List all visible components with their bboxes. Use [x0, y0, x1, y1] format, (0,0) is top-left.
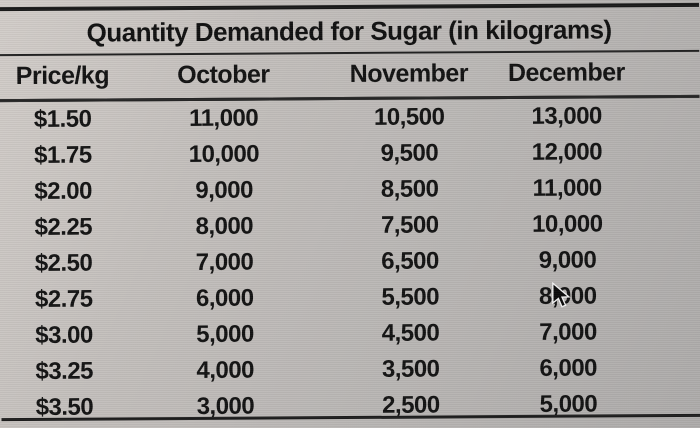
table-row: $3.25 4,000 3,500 6,000	[1, 350, 700, 390]
price-cell: $1.75	[34, 141, 92, 169]
demand-table: Price/kg October November December $1.50 11,…	[0, 51, 700, 426]
quantity-cell: 12,000	[531, 138, 603, 166]
quantity-cell: 10,500	[373, 103, 445, 131]
quantity-cell: 11,000	[189, 104, 259, 132]
quantity-cell: 5,000	[196, 320, 254, 348]
quantity-cell: 9,500	[380, 139, 439, 167]
quantity-cell: 8,000	[538, 282, 597, 310]
price-cell: $3.25	[35, 357, 94, 385]
table-row: $2.25 8,000 7,500 10,000	[0, 206, 700, 246]
column-header-december: December	[496, 52, 637, 98]
price-cell: $2.50	[34, 249, 93, 277]
quantity-cell: 6,000	[195, 284, 254, 312]
quantity-cell: 9,000	[538, 246, 597, 274]
table-header-row: Price/kg October November December	[0, 51, 700, 101]
quantity-cell: 4,500	[381, 319, 440, 347]
quantity-cell: 8,500	[380, 175, 439, 203]
table-row: $2.75 6,000 5,500 8,000	[1, 278, 700, 318]
column-header-november: November	[321, 53, 497, 99]
quantity-cell: 4,000	[196, 356, 255, 384]
row-filler	[637, 134, 700, 170]
table-row: $2.50 7,000 6,500 9,000	[0, 242, 700, 282]
quantity-cell: 8,000	[195, 212, 254, 240]
row-filler	[638, 314, 700, 350]
quantity-cell: 10,000	[188, 140, 260, 168]
row-filler	[637, 206, 700, 242]
quantity-cell: 7,500	[380, 211, 439, 239]
column-header-october: October	[125, 54, 322, 100]
table-row: $1.75 10,000 9,500 12,000	[0, 134, 700, 174]
price-cell: $1.50	[33, 105, 92, 133]
quantity-cell: 13,000	[531, 102, 602, 130]
row-filler	[637, 242, 700, 278]
table-title: Quantity Demanded for Sugar (in kilogram…	[86, 14, 612, 48]
price-cell: $2.25	[34, 213, 93, 241]
table-row: $3.00 5,000 4,500 7,000	[1, 314, 700, 354]
row-filler	[638, 350, 700, 386]
price-cell: $2.00	[34, 177, 92, 205]
table-row: $2.00 9,000 8,500 11,000	[0, 170, 700, 210]
column-header-price-kg: Price/kg	[0, 55, 126, 101]
quantity-cell: 5,500	[381, 283, 440, 311]
quantity-cell: 7,000	[195, 248, 254, 276]
price-cell: $3.00	[35, 321, 93, 349]
header-filler	[636, 51, 700, 97]
quantity-cell: 9,000	[195, 176, 253, 204]
price-cell: $2.75	[34, 285, 93, 313]
row-filler	[637, 170, 700, 206]
quantity-cell: 10,000	[532, 210, 603, 238]
table-row: $1.50 11,000 10,500 13,000	[0, 96, 700, 138]
row-filler	[637, 96, 700, 134]
quantity-cell: 11,000	[532, 174, 602, 202]
row-filler	[638, 278, 700, 314]
quantity-cell: 7,000	[539, 318, 597, 346]
quantity-cell: 3,500	[381, 355, 440, 383]
quantity-cell: 6,500	[381, 247, 439, 275]
quantity-cell: 6,000	[539, 354, 598, 382]
table-body: $1.50 11,000 10,500 13,000 $1.75 10,000 9,500 1…	[0, 96, 700, 426]
